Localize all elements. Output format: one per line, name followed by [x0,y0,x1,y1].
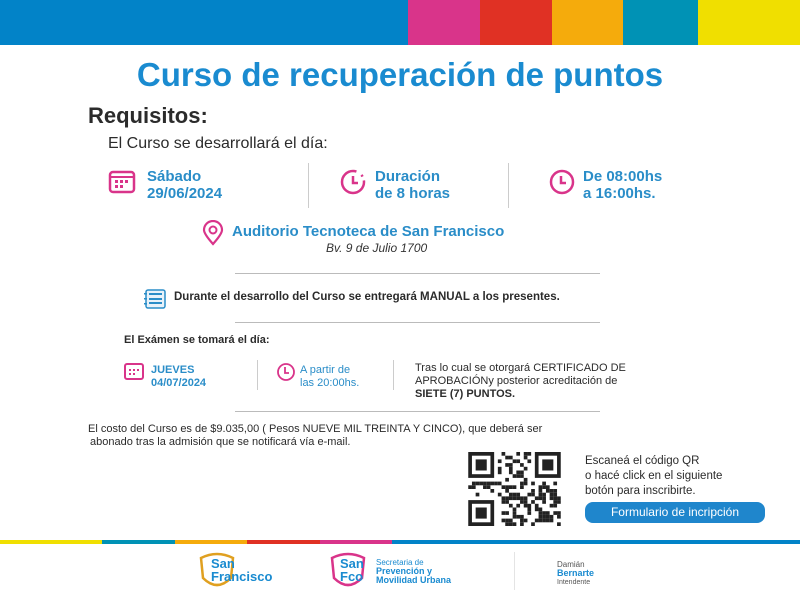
duration-value: de 8 horas [375,185,451,202]
color-stripe-bottom [0,540,800,544]
qr-text-line3: botón para inscribirte. [585,485,696,497]
exam-result-line1: Tras lo cual se otorgará CERTIFICADO DE [415,362,626,374]
mayor-first-name: Damián [557,560,585,569]
location-pin-icon [201,220,225,246]
course-date: 29/06/2024 [147,185,223,202]
cost-line1: El costo del Curso es de $9.035,00 ( Pes… [88,423,543,435]
secretaria-line1: Secretaria de [376,558,424,567]
manual-notice: Durante el desarrollo del Curso se entre… [174,291,560,303]
qr-text-line2: o hacé click en el siguiente [585,470,723,482]
exam-result-line2: APROBACIÓNy posterior acreditación de [415,375,618,387]
mayor-last-name: Bernarte [557,568,595,578]
secretaria-logo: San Fco Secretaria de Prevención y Movilida… [328,552,478,592]
exam-calendar-icon [124,362,146,380]
logo-text-2: Francisco [211,569,273,584]
cost-line2: abonado tras la admisión que se notifica… [90,436,351,448]
time-end: a 16:00hs. [583,185,656,202]
mayor-role: Intendente [557,579,591,586]
venue-name: Auditorio Tecnoteca de San Francisco [232,223,505,240]
clock-icon [547,168,577,196]
logo-text-1: San [211,556,235,571]
page-title: Curso de recuperación de puntos [136,56,664,93]
duration-label: Duración [375,168,441,185]
manual-book-icon [143,289,167,309]
qr-code[interactable] [467,452,562,526]
course-intro: El Curso se desarrollará el día: [108,135,328,152]
registration-form-button[interactable]: Formulario de incripción [585,502,765,523]
exam-result-line3: SIETE (7) PUNTOS. [415,388,516,400]
logo2-text-2: Fco [340,569,364,584]
exam-clock-icon [276,362,298,382]
exam-time-line2: las 20:00hs. [300,377,360,389]
san-francisco-logo: San Francisco [197,552,285,592]
exam-intro: El Exámen se tomará el día: [124,334,270,346]
time-start: De 08:00hs [583,168,663,185]
qr-text-line1: Escaneá el código QR [585,455,700,467]
secretaria-line2: Prevención y [376,566,433,576]
venue-address: Bv. 9 de Julio 1700 [326,241,428,255]
requirements-heading: Requisitos: [88,103,208,128]
exam-time-line1: A partir de [300,364,351,376]
exam-day: JUEVES [151,364,195,376]
color-bar-top [0,0,800,45]
secretaria-line3: Movilidad Urbana [376,575,452,585]
logo2-text-1: San [340,556,364,571]
duration-clock-icon [338,168,368,196]
exam-date: 04/07/2024 [151,377,207,389]
calendar-icon [108,168,138,194]
course-day: Sábado [147,168,202,185]
